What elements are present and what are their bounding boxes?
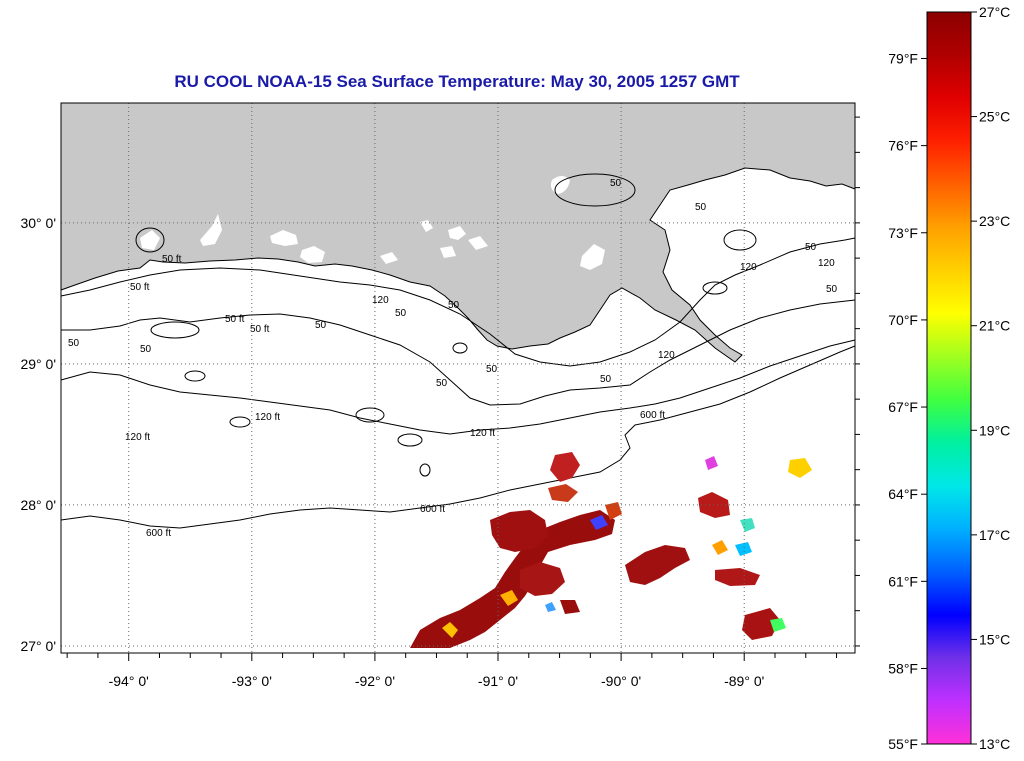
colorbar-f-label: 73°F xyxy=(888,225,918,241)
depth-contours xyxy=(60,173,856,529)
contour-label: 600 ft xyxy=(146,528,171,539)
longitude-label: -93° 0' xyxy=(232,673,272,689)
graticule xyxy=(61,103,855,653)
contour-label: 50 xyxy=(140,344,152,355)
contour-label: 50 ft xyxy=(130,282,150,293)
contour-label: 50 xyxy=(486,364,498,375)
contour-label: 50 xyxy=(805,242,817,253)
contour-label: 50 ft xyxy=(225,314,245,325)
colorbar-fahrenheit-labels: 79°F 76°F 73°F 70°F 67°F 64°F 61°F 58°F 55°F xyxy=(888,50,927,752)
contour-label: 120 ft xyxy=(470,428,495,439)
frame-ticks xyxy=(66,116,860,661)
colorbar-f-label: 64°F xyxy=(888,486,918,502)
contour-label: 120 xyxy=(818,258,835,269)
colorbar-c-label: 27°C xyxy=(979,4,1010,20)
colorbar-c-label: 13°C xyxy=(979,736,1010,752)
colorbar-c-label: 19°C xyxy=(979,422,1010,438)
colorbar-celsius-labels: 27°C 25°C 23°C 21°C 19°C 17°C 15°C 13°C xyxy=(971,4,1010,752)
sst-patches xyxy=(410,452,812,648)
contour-label: 600 ft xyxy=(640,410,665,421)
contour-label: 120 xyxy=(740,262,757,273)
longitude-label: -94° 0' xyxy=(109,673,149,689)
longitude-label: -91° 0' xyxy=(478,673,518,689)
longitude-label: -89° 0' xyxy=(724,673,764,689)
colorbar-c-label: 15°C xyxy=(979,631,1010,647)
colorbar: 79°F 76°F 73°F 70°F 67°F 64°F 61°F 58°F 55°F 27°… xyxy=(888,4,1010,752)
colorbar-c-label: 17°C xyxy=(979,527,1010,543)
contour-label: 600 ft xyxy=(420,504,445,515)
latitude-labels: 30° 0' 29° 0' 28° 0' 27° 0' xyxy=(20,215,56,654)
contour-label: 50 xyxy=(695,202,707,213)
map-panel: 50 ft 50 ft 50 ft 50 ft 50 50 50 120 50 … xyxy=(20,102,860,689)
contour-label: 120 ft xyxy=(125,432,150,443)
contour-label: 50 xyxy=(826,284,838,295)
contour-label: 50 ft xyxy=(162,254,182,265)
latitude-label: 27° 0' xyxy=(20,638,56,654)
longitude-label: -92° 0' xyxy=(355,673,395,689)
latitude-label: 30° 0' xyxy=(20,215,56,231)
contour-label: 50 xyxy=(436,378,448,389)
contour-label: 120 xyxy=(658,350,675,361)
colorbar-f-label: 55°F xyxy=(888,736,918,752)
contour-label: 50 xyxy=(600,374,612,385)
colorbar-gradient xyxy=(926,11,972,745)
longitude-label: -90° 0' xyxy=(601,673,641,689)
map-frame xyxy=(60,102,856,654)
contour-label: 50 xyxy=(610,178,622,189)
contour-label: 50 xyxy=(448,300,460,311)
colorbar-f-label: 58°F xyxy=(888,660,918,676)
colorbar-c-label: 25°C xyxy=(979,109,1010,125)
longitude-labels: -94° 0' -93° 0' -92° 0' -91° 0' -90° 0' -89° … xyxy=(109,673,765,689)
contour-label: 50 xyxy=(395,308,407,319)
colorbar-c-label: 23°C xyxy=(979,213,1010,229)
latitude-label: 29° 0' xyxy=(20,356,56,372)
contour-label: 120 ft xyxy=(255,412,280,423)
colorbar-f-label: 70°F xyxy=(888,312,918,328)
contour-label: 120 xyxy=(372,295,389,306)
figure-title: RU COOL NOAA-15 Sea Surface Temperature:… xyxy=(174,72,740,91)
colorbar-f-label: 79°F xyxy=(888,50,918,66)
colorbar-c-label: 21°C xyxy=(979,318,1010,334)
contour-label: 50 xyxy=(315,320,327,331)
contour-label: 50 ft xyxy=(250,324,270,335)
colorbar-f-label: 67°F xyxy=(888,399,918,415)
contour-label: 50 xyxy=(68,338,80,349)
colorbar-f-label: 61°F xyxy=(888,573,918,589)
colorbar-f-label: 76°F xyxy=(888,138,918,154)
latitude-label: 28° 0' xyxy=(20,497,56,513)
